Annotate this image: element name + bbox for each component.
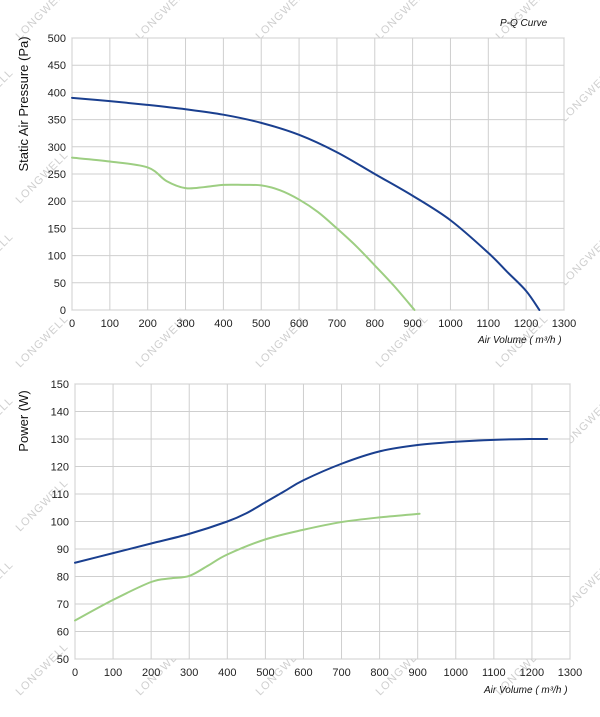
x-tick-label: 300 — [176, 318, 194, 330]
x-tick-label: 1300 — [552, 318, 576, 330]
x-tick-label: 600 — [294, 667, 312, 679]
x-tick-label: 300 — [180, 667, 198, 679]
watermark-text: LONGWELL — [0, 559, 16, 616]
x-tick-label: 1000 — [438, 318, 462, 330]
y-tick-label: 500 — [48, 33, 66, 45]
x-tick-label: 200 — [142, 667, 160, 679]
y-tick-label: 50 — [54, 278, 66, 290]
y-tick-label: 100 — [51, 517, 69, 529]
watermark-text: LONGWELL — [374, 0, 431, 42]
series-line-2 — [71, 156, 416, 311]
y-tick-label: 150 — [51, 379, 69, 391]
x-tick-label: 600 — [290, 318, 308, 330]
x-tick-label: 400 — [218, 667, 236, 679]
x-tick-label: 0 — [72, 667, 78, 679]
x-tick-label: 900 — [403, 318, 421, 330]
watermark-text: LONGWELL — [14, 641, 71, 698]
y-tick-label: 450 — [48, 60, 66, 72]
chart-2: 0 100 200 300 400 500 600 700 800 900 1000 1100 1200… — [16, 379, 582, 696]
watermark-text: LONGWELL — [559, 67, 600, 124]
y-tick-label: 130 — [51, 434, 69, 446]
watermark-text: LONGWELL — [254, 0, 311, 42]
x-tick-label: 700 — [328, 318, 346, 330]
x-tick-label: 900 — [409, 667, 427, 679]
x-tick-label: 1100 — [482, 667, 506, 679]
watermark-text: LONGWELL — [0, 231, 16, 288]
y-tick-label: 110 — [51, 489, 69, 501]
y-axis-label: Power (W) — [16, 390, 31, 451]
x-axis-label: Air Volume ( m³/h ) — [477, 335, 562, 346]
chart-1: 0 100 200 300 400 500 600 700 800 900 1000 1100 1200… — [16, 18, 576, 346]
x-tick-label: 1300 — [558, 667, 582, 679]
y-tick-label: 80 — [57, 572, 69, 584]
x-tick-label: 500 — [252, 318, 270, 330]
y-tick-label: 50 — [57, 654, 69, 666]
y-tick-label: 200 — [48, 196, 66, 208]
x-tick-label: 0 — [69, 318, 75, 330]
series-line-1 — [74, 437, 549, 564]
y-tick-label: 120 — [51, 462, 69, 474]
y-tick-label: 60 — [57, 627, 69, 639]
watermark-text: LONGWELL — [134, 0, 191, 42]
y-axis-label: Static Air Pressure (Pa) — [16, 36, 31, 171]
y-tick-label: 140 — [51, 407, 69, 419]
chart-title: P-Q Curve — [500, 18, 548, 29]
x-tick-label: 1000 — [444, 667, 468, 679]
y-tick-label: 90 — [57, 544, 69, 556]
watermark-text: LONGWELL — [559, 231, 600, 288]
x-tick-label: 700 — [332, 667, 350, 679]
y-tick-label: 150 — [48, 223, 66, 235]
x-tick-label: 500 — [256, 667, 274, 679]
x-tick-label: 800 — [370, 667, 388, 679]
series-line-1 — [71, 96, 541, 311]
x-tick-label: 100 — [101, 318, 119, 330]
x-tick-label: 400 — [214, 318, 232, 330]
x-tick-label: 800 — [366, 318, 384, 330]
x-tick-label: 1100 — [476, 318, 500, 330]
x-axis-label: Air Volume ( m³/h ) — [483, 685, 568, 696]
x-tick-label: 1200 — [514, 318, 538, 330]
y-tick-label: 400 — [48, 87, 66, 99]
watermark-text: LONGWELL — [14, 313, 71, 370]
watermark-text: LONGWELL — [0, 395, 16, 452]
y-tick-label: 350 — [48, 115, 66, 127]
y-tick-label: 0 — [60, 305, 66, 317]
y-tick-label: 250 — [48, 169, 66, 181]
y-tick-label: 100 — [48, 251, 66, 263]
series-line-2 — [74, 512, 421, 622]
x-tick-label: 200 — [139, 318, 157, 330]
y-tick-label: 70 — [57, 599, 69, 611]
y-tick-label: 300 — [48, 142, 66, 154]
x-tick-label: 100 — [104, 667, 122, 679]
watermark-text: LONGWELL — [0, 67, 16, 124]
x-tick-label: 1200 — [520, 667, 544, 679]
